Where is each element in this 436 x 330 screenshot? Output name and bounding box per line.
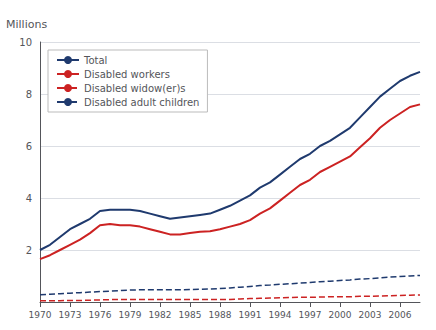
svg-text:2003: 2003 xyxy=(359,310,382,320)
svg-text:1985: 1985 xyxy=(179,310,202,320)
svg-text:1976: 1976 xyxy=(89,310,112,320)
svg-text:Disabled workers: Disabled workers xyxy=(84,69,170,80)
svg-text:4: 4 xyxy=(26,193,32,204)
svg-text:Millions: Millions xyxy=(6,18,47,31)
svg-text:Disabled widow(er)s: Disabled widow(er)s xyxy=(84,83,186,94)
svg-text:10: 10 xyxy=(19,37,32,48)
svg-text:Total: Total xyxy=(83,55,107,66)
svg-text:8: 8 xyxy=(26,89,32,100)
svg-text:6: 6 xyxy=(26,141,32,152)
svg-text:Disabled adult children: Disabled adult children xyxy=(84,97,199,108)
svg-text:2006: 2006 xyxy=(389,310,412,320)
svg-text:1973: 1973 xyxy=(59,310,82,320)
svg-text:1970: 1970 xyxy=(29,310,52,320)
svg-text:1994: 1994 xyxy=(269,310,292,320)
svg-text:1982: 1982 xyxy=(149,310,172,320)
svg-text:1979: 1979 xyxy=(119,310,142,320)
svg-text:1991: 1991 xyxy=(239,310,262,320)
svg-text:1997: 1997 xyxy=(299,310,322,320)
svg-text:1988: 1988 xyxy=(209,310,232,320)
svg-text:2000: 2000 xyxy=(329,310,352,320)
svg-text:2: 2 xyxy=(26,245,32,256)
